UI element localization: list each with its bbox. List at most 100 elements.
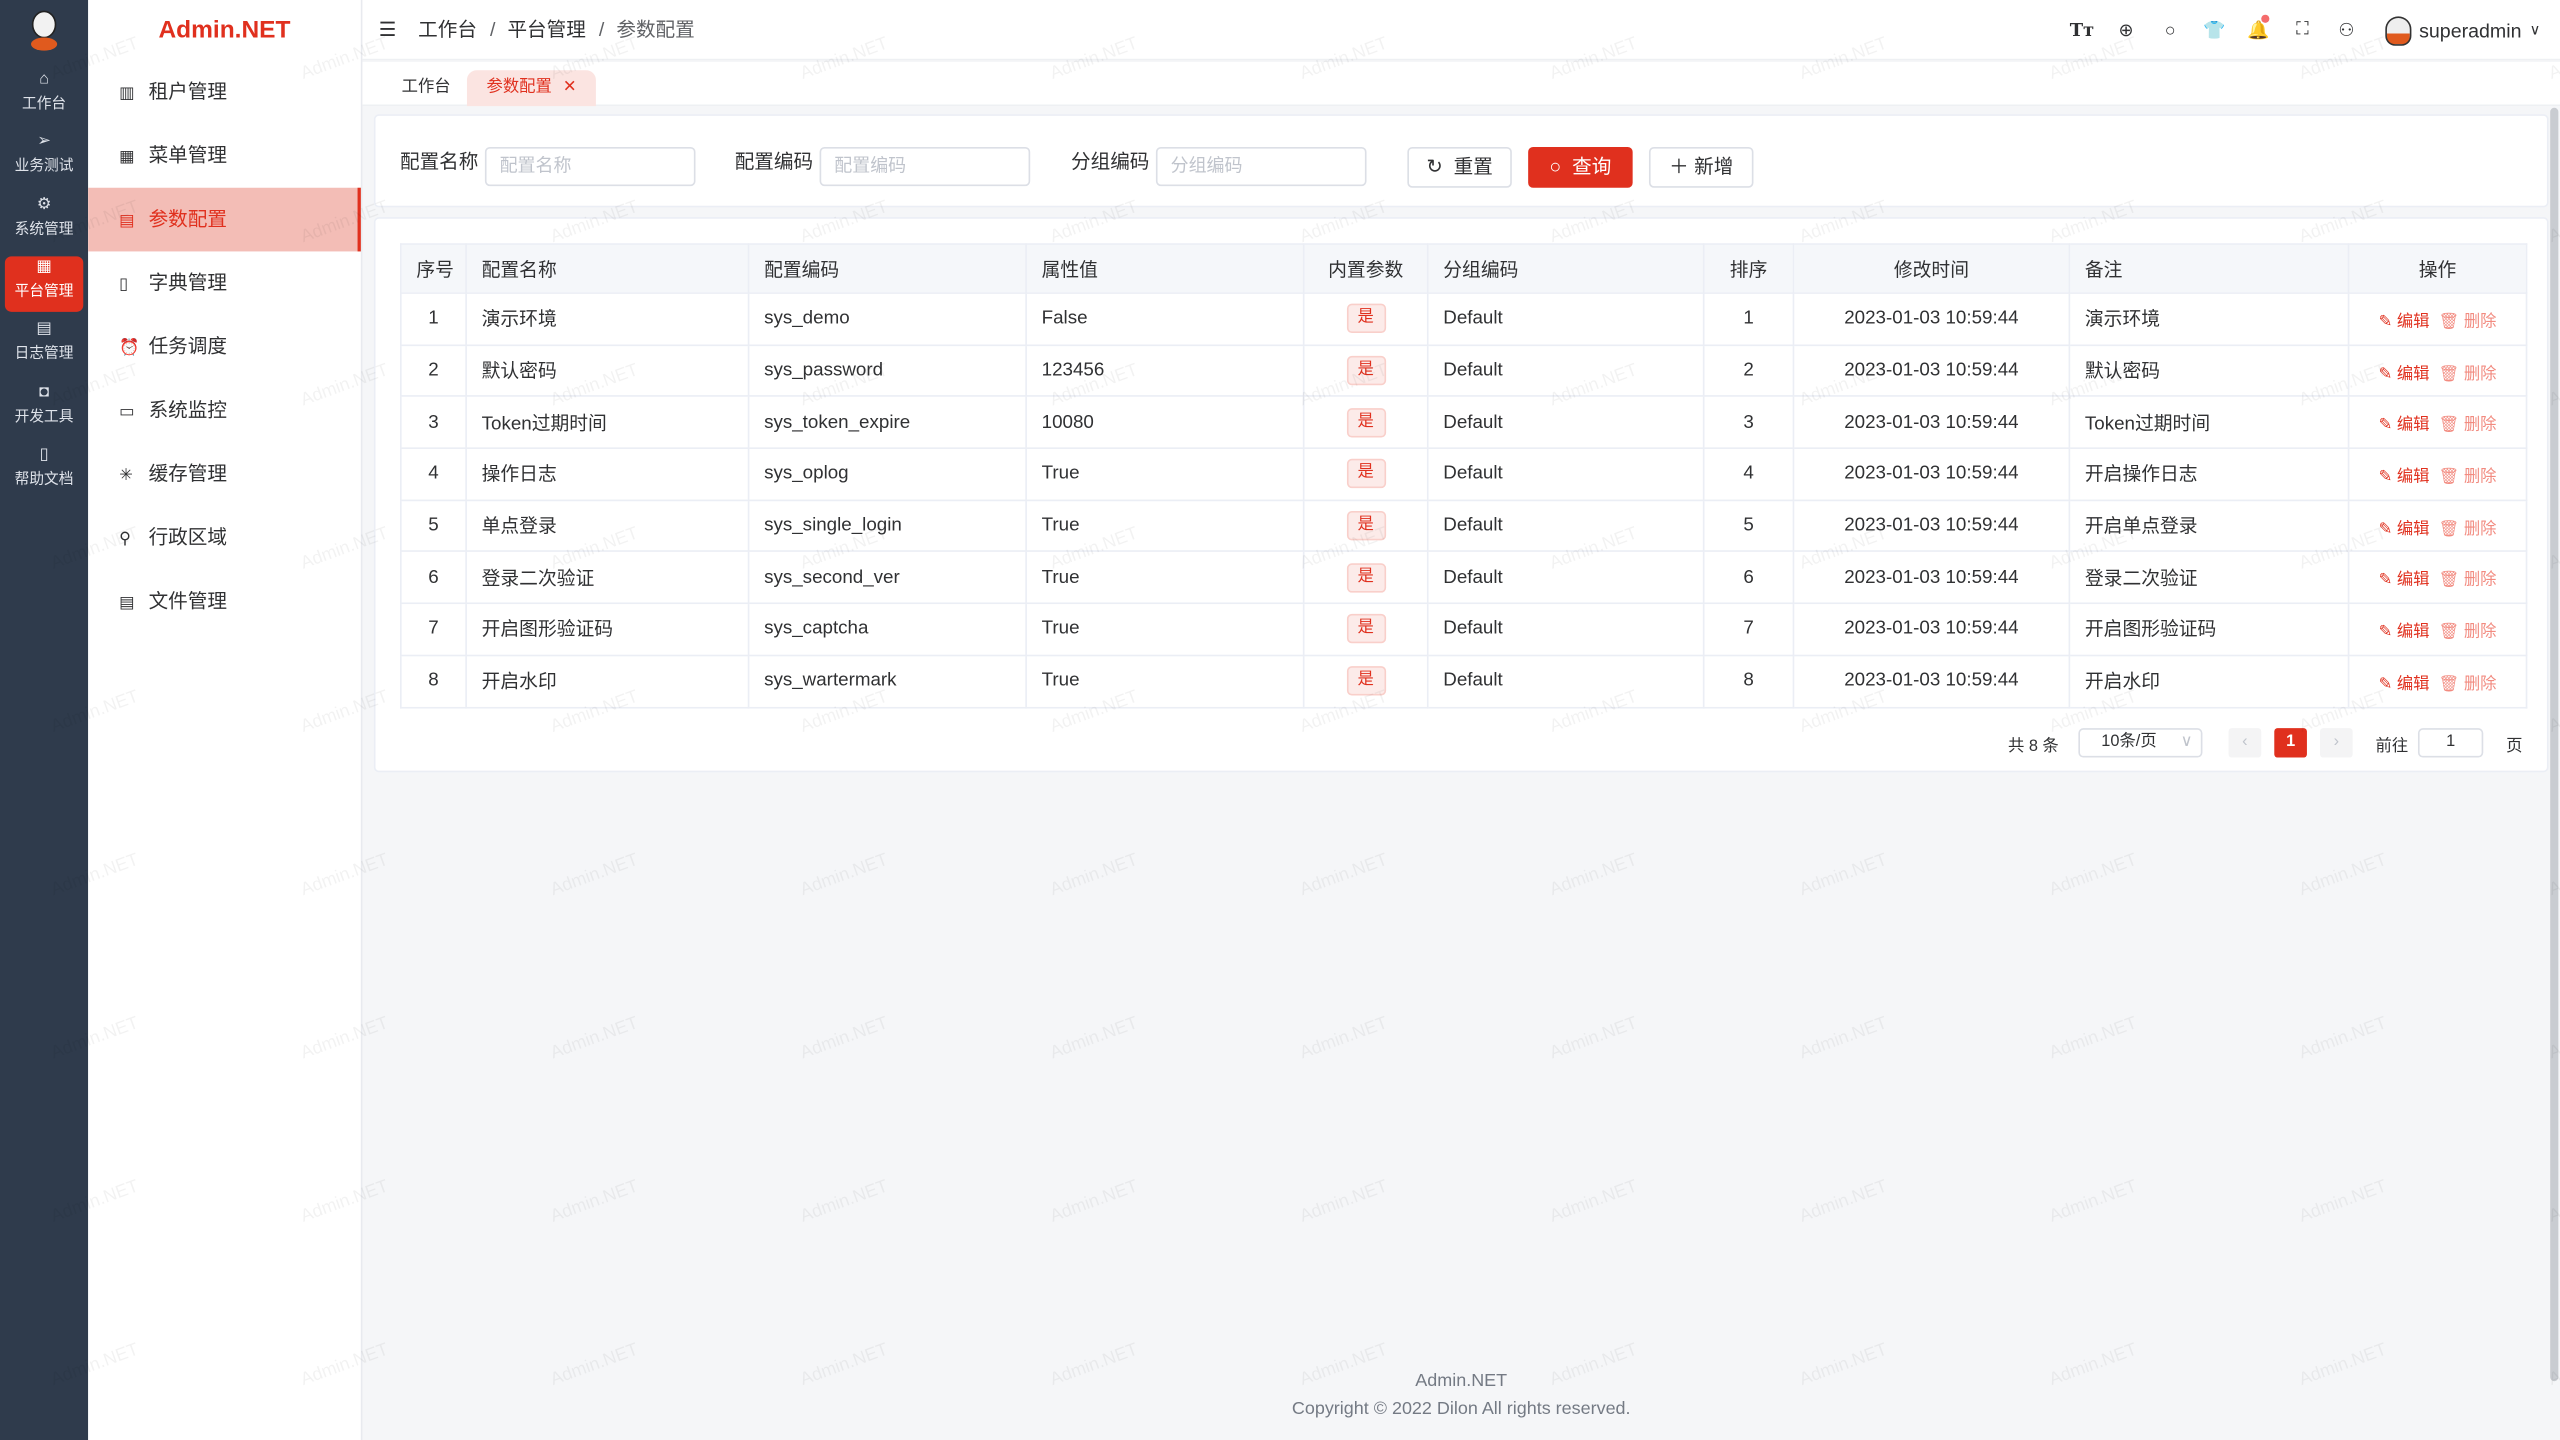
breadcrumb-item[interactable]: 平台管理 [507,17,586,41]
font-size-icon[interactable]: Tт [2069,19,2095,41]
edit-button[interactable]: ✎ 编辑 [2378,468,2430,487]
menu-item-3[interactable]: ▯ 字典管理 [88,251,361,315]
next-page-button[interactable]: › [2319,728,2353,758]
table-cell: 开启水印 [465,654,750,708]
menu-item-1[interactable]: ▦ 菜单管理 [88,124,361,188]
table-cell: 8 [399,654,467,708]
bell-icon[interactable]: 🔔 [2236,14,2280,41]
tab-config[interactable]: 参数配置 ✕ [466,70,597,107]
column-header: 排序 [1702,243,1795,294]
prev-page-button[interactable]: ‹ [2228,728,2262,758]
column-header: 修改时间 [1792,243,2071,294]
scrollbar[interactable] [2550,107,2559,1382]
table-cell: sys_wartermark [747,654,1027,708]
table-row: 2 默认密码 sys_password 123456 是 Default 2 2023-01-… [399,343,2528,398]
search-icon[interactable]: ○ [2164,20,2176,40]
config-code-input[interactable]: 配置编码 [819,146,1031,187]
delete-button[interactable]: 🗑 删除 [2438,675,2497,694]
rail-item-1[interactable]: ➢ 业务测试 [5,131,83,187]
table-row: 8 开启水印 sys_wartermark True 是 Default 8 2023-01-… [399,654,2528,708]
delete-button[interactable]: 🗑 删除 [2438,313,2497,332]
table-cell: sys_oplog [747,447,1027,501]
edit-button[interactable]: ✎ 编辑 [2378,416,2430,435]
edit-button[interactable]: ✎ 编辑 [2378,675,2430,694]
table-cell: 登录二次验证 [2068,550,2350,605]
watermark: Admin.NET [1047,1176,1141,1227]
menu-item-0[interactable]: ▥ 租户管理 [88,60,361,124]
table-cell: 5 [399,499,467,553]
edit-button[interactable]: ✎ 编辑 [2378,623,2430,642]
edit-button[interactable]: ✎ 编辑 [2378,313,2430,332]
fullscreen-icon[interactable]: ⛶ [2296,19,2309,40]
user-icon[interactable]: ⚇ [2338,21,2355,41]
menu-item-8[interactable]: ▤ 文件管理 [88,570,361,634]
config-code-label: 配置编码 [734,150,814,174]
builtin-tag: 是 [1346,459,1386,489]
delete-button[interactable]: 🗑 删除 [2438,416,2497,435]
config-name-label: 配置名称 [399,150,479,174]
table-cell: sys_demo [747,292,1027,346]
rail-item-2[interactable]: ⚙ 系统管理 [5,194,83,250]
config-name-input[interactable]: 配置名称 [484,146,696,187]
page-1-button[interactable]: 1 [2274,728,2307,758]
trash-icon: 🗑 [2438,313,2460,332]
watermark: Admin.NET [1047,850,1141,901]
table-cell: 3 [399,395,467,450]
table-cell: 2 [399,343,467,398]
menu-toggle-icon[interactable]: ☰ [378,17,397,41]
goto-page-input[interactable]: 1 [2417,728,2484,758]
delete-button[interactable]: 🗑 删除 [2438,364,2497,383]
rail-item-5[interactable]: ◘ 开发工具 [5,381,83,437]
table-cell: 5 [1702,499,1795,553]
menu-item-label: 参数配置 [148,207,227,231]
tab-workbench[interactable]: 工作台 [401,78,451,97]
trash-icon: 🗑 [2438,623,2460,642]
builtin-tag: 是 [1346,511,1386,541]
menu-item-2[interactable]: ▤ 参数配置 [88,187,361,252]
breadcrumb: ☰ 工作台 / 平台管理 / 参数配置 [378,17,695,41]
query-button[interactable]: ○ 查询 [1528,146,1633,188]
edit-icon: ✎ [2378,313,2393,332]
watermark: Admin.NET [1796,1176,1890,1227]
chevron-down-icon: ∨ [2529,21,2541,38]
table-cell: 2023-01-03 10:59:44 [1792,292,2071,346]
user-dropdown[interactable]: superadmin ∨ [2384,15,2541,45]
edit-button[interactable]: ✎ 编辑 [2378,571,2430,590]
rail-item-4[interactable]: ▤ 日志管理 [5,319,83,375]
menu-item-6[interactable]: ✳ 缓存管理 [88,442,361,506]
logo [28,10,61,52]
table-cell: True [1025,499,1305,553]
language-icon[interactable]: ⊕ [2118,21,2134,41]
watermark: Admin.NET [1547,1013,1641,1064]
rail-item-3[interactable]: ▦ 平台管理 [4,256,84,312]
delete-button[interactable]: 🗑 删除 [2438,520,2497,539]
menu-item-label: 系统监控 [148,398,227,422]
table-cell: Token过期时间 [2068,395,2350,450]
add-button[interactable]: ＋ 新增 [1648,146,1754,188]
breadcrumb-current: 参数配置 [616,17,695,41]
menu-item-4[interactable]: ⏰ 任务调度 [88,315,361,379]
edit-button[interactable]: ✎ 编辑 [2378,520,2430,539]
menu-item-7[interactable]: ⚲ 行政区域 [88,506,361,570]
page-size-select[interactable]: 10条/页 ∨ [2078,728,2203,758]
menu-item-5[interactable]: ▭ 系统监控 [88,379,361,443]
grid-icon: ▦ [36,257,52,276]
table-cell: 开启单点登录 [2068,499,2350,553]
edit-button[interactable]: ✎ 编辑 [2378,364,2430,383]
breadcrumb-item[interactable]: 工作台 [418,17,477,41]
grid-icon: ▦ [119,148,135,167]
builtin-tag: 是 [1346,666,1386,696]
delete-button[interactable]: 🗑 删除 [2438,623,2497,642]
file-icon: ▤ [119,594,135,613]
delete-button[interactable]: 🗑 删除 [2438,571,2497,590]
reset-button[interactable]: ↻ 重置 [1407,146,1512,188]
rail-item-6[interactable]: ▯ 帮助文档 [5,444,83,500]
theme-shirt-icon[interactable]: 👕 [2203,21,2226,41]
group-code-input[interactable]: 分组编码 [1155,146,1367,187]
gear-icon: ⚙ [36,195,52,214]
delete-button[interactable]: 🗑 删除 [2438,468,2497,487]
table-cell: 2 [1702,343,1795,398]
watermark: Admin.NET [1547,850,1641,901]
close-icon[interactable]: ✕ [562,78,577,97]
rail-item-0[interactable]: ⌂ 工作台 [5,69,83,125]
